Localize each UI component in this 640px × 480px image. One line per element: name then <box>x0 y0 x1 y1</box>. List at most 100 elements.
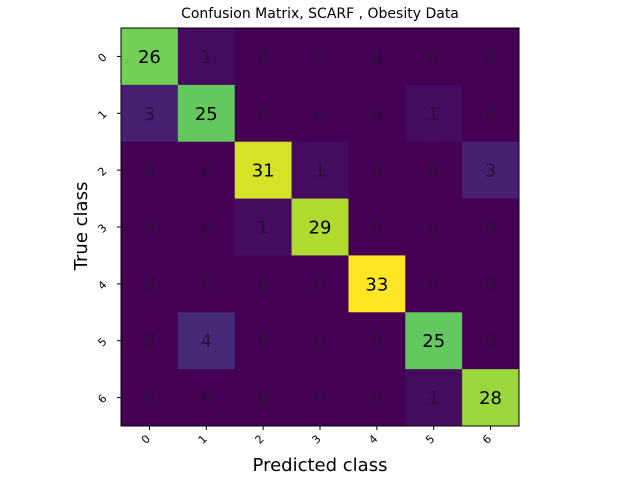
x-tick-label: 6 <box>480 432 494 446</box>
heatmap-cell <box>462 312 520 370</box>
cell-value-label: 0 <box>371 331 382 352</box>
heatmap-cell <box>291 198 349 256</box>
heatmap-cell <box>348 369 406 427</box>
heatmap-cell <box>177 369 236 427</box>
cell-value-label: 29 <box>309 218 332 239</box>
heatmap-cell <box>462 28 520 86</box>
cell-value-label: 0 <box>371 218 382 239</box>
cell-value-label: 26 <box>138 47 161 68</box>
heatmap-cell <box>121 312 179 370</box>
x-axis-label: Predicted class <box>253 455 388 476</box>
x-tick-label: 3 <box>309 432 323 446</box>
heatmap-cell <box>348 28 406 86</box>
cell-value-label: 0 <box>257 274 268 295</box>
cell-value-label: 0 <box>485 331 496 352</box>
cell-value-label: 0 <box>428 161 439 182</box>
heatmap-cell <box>291 28 349 86</box>
y-tick-label: 3 <box>95 221 109 235</box>
cell-value-label: 0 <box>144 274 155 295</box>
cell-value-label: 1 <box>201 47 212 68</box>
heatmap-cell <box>234 312 293 370</box>
heatmap-cells <box>121 28 520 427</box>
cell-value-label: 33 <box>365 274 388 295</box>
chart-title: Confusion Matrix, SCARF , Obesity Data <box>181 6 459 22</box>
y-tick-label: 1 <box>95 108 109 122</box>
heatmap-cell <box>234 84 293 143</box>
cell-value-label: 1 <box>314 161 325 182</box>
heatmap-cell <box>405 141 463 200</box>
cell-value-label: 0 <box>371 104 382 125</box>
cell-value-label: 0 <box>201 161 212 182</box>
heatmap-cell <box>348 84 406 143</box>
cell-value-label: 25 <box>422 331 445 352</box>
cell-value-label: 0 <box>257 388 268 409</box>
cell-value-label: 3 <box>485 161 496 182</box>
cell-value-labels: 26 1 0 0 0 0 0 3 25 0 0 0 1 0 0 0 31 1 0 0 3 0 0 1 29 0 0 0 0 0 0 0 33 0 0… <box>138 47 502 409</box>
cell-value-label: 3 <box>144 104 155 125</box>
heatmap-cell <box>291 141 349 200</box>
heatmap-cell <box>405 84 463 143</box>
heatmap-cell <box>405 312 463 370</box>
heatmap-cell <box>462 255 520 313</box>
heatmap-cell <box>177 28 236 86</box>
heatmap-cell <box>348 198 406 256</box>
y-axis-label: True class <box>71 182 92 272</box>
heatmap-cell <box>462 369 520 427</box>
y-tick-label: 6 <box>95 392 109 406</box>
heatmap-cell <box>405 369 463 427</box>
cell-value-label: 0 <box>428 274 439 295</box>
cell-value-label: 0 <box>485 274 496 295</box>
cell-value-label: 0 <box>314 331 325 352</box>
y-tick-label: 4 <box>95 278 109 292</box>
cell-value-label: 1 <box>428 104 439 125</box>
heatmap-cell <box>291 84 349 143</box>
cell-value-label: 0 <box>144 388 155 409</box>
cell-value-label: 0 <box>485 47 496 68</box>
heatmap-cell <box>121 255 179 313</box>
cell-value-label: 0 <box>314 274 325 295</box>
heatmap-cell <box>234 141 293 200</box>
heatmap-cell <box>291 369 349 427</box>
heatmap-cell <box>234 198 293 256</box>
heatmap-cell <box>462 141 520 200</box>
cell-value-label: 0 <box>257 331 268 352</box>
y-tick-label: 0 <box>95 51 109 65</box>
cell-value-label: 0 <box>485 104 496 125</box>
cell-value-label: 1 <box>428 388 439 409</box>
heatmap-cell <box>121 141 179 200</box>
heatmap-cell <box>234 369 293 427</box>
heatmap-cell <box>177 141 236 200</box>
heatmap-cell <box>121 28 179 86</box>
cell-value-label: 0 <box>428 47 439 68</box>
cell-value-label: 25 <box>195 104 218 125</box>
heatmap-cell <box>348 312 406 370</box>
heatmap-cell <box>177 312 236 370</box>
x-tick-label: 4 <box>366 432 380 446</box>
x-tick-label: 1 <box>196 432 210 446</box>
heatmap-cell <box>348 141 406 200</box>
y-tick-label: 5 <box>95 335 109 349</box>
y-tick-label: 2 <box>95 165 109 179</box>
heatmap-cell <box>405 28 463 86</box>
heatmap-cell <box>405 255 463 313</box>
cell-value-label: 0 <box>371 388 382 409</box>
heatmap-cell <box>462 84 520 143</box>
cell-value-label: 4 <box>201 331 212 352</box>
heatmap-cell <box>177 198 236 256</box>
cell-value-label: 0 <box>257 104 268 125</box>
x-tick-label: 0 <box>139 432 153 446</box>
cell-value-label: 0 <box>371 47 382 68</box>
heatmap-cell <box>291 255 349 313</box>
cell-value-label: 1 <box>257 218 268 239</box>
cell-value-label: 0 <box>485 218 496 239</box>
heatmap-cell <box>462 198 520 256</box>
cell-value-label: 0 <box>144 218 155 239</box>
x-tick-label: 2 <box>253 432 267 446</box>
x-tick-label: 5 <box>423 432 437 446</box>
cell-value-label: 0 <box>144 161 155 182</box>
cell-value-label: 0 <box>314 388 325 409</box>
heatmap-cell <box>405 198 463 256</box>
heatmap-cell <box>291 312 349 370</box>
cell-value-label: 0 <box>144 331 155 352</box>
cell-value-label: 0 <box>257 47 268 68</box>
